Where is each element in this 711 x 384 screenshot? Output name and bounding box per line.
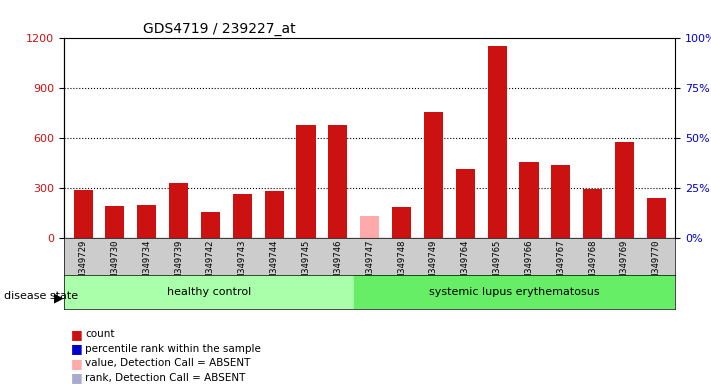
Text: disease state: disease state xyxy=(4,291,77,301)
Text: GSM349766: GSM349766 xyxy=(525,240,533,288)
Text: GSM349767: GSM349767 xyxy=(556,240,565,288)
Bar xyxy=(360,217,379,238)
Text: GSM349734: GSM349734 xyxy=(142,240,151,288)
Text: GSM349729: GSM349729 xyxy=(79,240,87,288)
Bar xyxy=(456,169,475,238)
Bar xyxy=(328,125,348,238)
Text: GSM349768: GSM349768 xyxy=(588,240,597,288)
Bar xyxy=(551,165,570,238)
Bar xyxy=(488,46,507,238)
Bar xyxy=(392,207,411,238)
Bar xyxy=(615,142,634,238)
Text: GSM349747: GSM349747 xyxy=(365,240,374,288)
Bar xyxy=(424,112,443,238)
Text: GSM349770: GSM349770 xyxy=(652,240,661,288)
Text: healthy control: healthy control xyxy=(166,287,251,297)
Text: ■: ■ xyxy=(71,328,83,341)
Text: count: count xyxy=(85,329,114,339)
Bar xyxy=(232,194,252,238)
Text: GSM349745: GSM349745 xyxy=(301,240,311,288)
Text: ■: ■ xyxy=(71,342,83,355)
Bar xyxy=(583,189,602,238)
Text: systemic lupus erythematosus: systemic lupus erythematosus xyxy=(429,287,600,297)
Text: value, Detection Call = ABSENT: value, Detection Call = ABSENT xyxy=(85,358,251,368)
Text: GSM349743: GSM349743 xyxy=(238,240,247,288)
Text: GSM349730: GSM349730 xyxy=(110,240,119,288)
Bar xyxy=(64,275,353,309)
Bar xyxy=(169,183,188,238)
Text: GSM349739: GSM349739 xyxy=(174,240,183,288)
Text: percentile rank within the sample: percentile rank within the sample xyxy=(85,344,261,354)
Text: GSM349744: GSM349744 xyxy=(269,240,279,288)
Text: ■: ■ xyxy=(71,371,83,384)
Text: GSM349742: GSM349742 xyxy=(206,240,215,288)
Bar xyxy=(296,125,316,238)
Text: ■: ■ xyxy=(71,357,83,370)
Bar xyxy=(647,198,666,238)
Bar xyxy=(201,212,220,238)
Bar xyxy=(353,275,675,309)
Text: rank, Detection Call = ABSENT: rank, Detection Call = ABSENT xyxy=(85,373,246,383)
Bar xyxy=(105,207,124,238)
Text: ▶: ▶ xyxy=(54,291,64,304)
Text: GSM349769: GSM349769 xyxy=(620,240,629,288)
Text: GSM349748: GSM349748 xyxy=(397,240,406,288)
Text: GSM349749: GSM349749 xyxy=(429,240,438,288)
Text: GDS4719 / 239227_at: GDS4719 / 239227_at xyxy=(144,22,296,36)
Text: GSM349765: GSM349765 xyxy=(493,240,501,288)
Text: GSM349764: GSM349764 xyxy=(461,240,470,288)
Bar xyxy=(520,162,538,238)
Bar xyxy=(73,190,92,238)
Bar xyxy=(137,205,156,238)
Bar xyxy=(264,192,284,238)
Text: GSM349746: GSM349746 xyxy=(333,240,343,288)
